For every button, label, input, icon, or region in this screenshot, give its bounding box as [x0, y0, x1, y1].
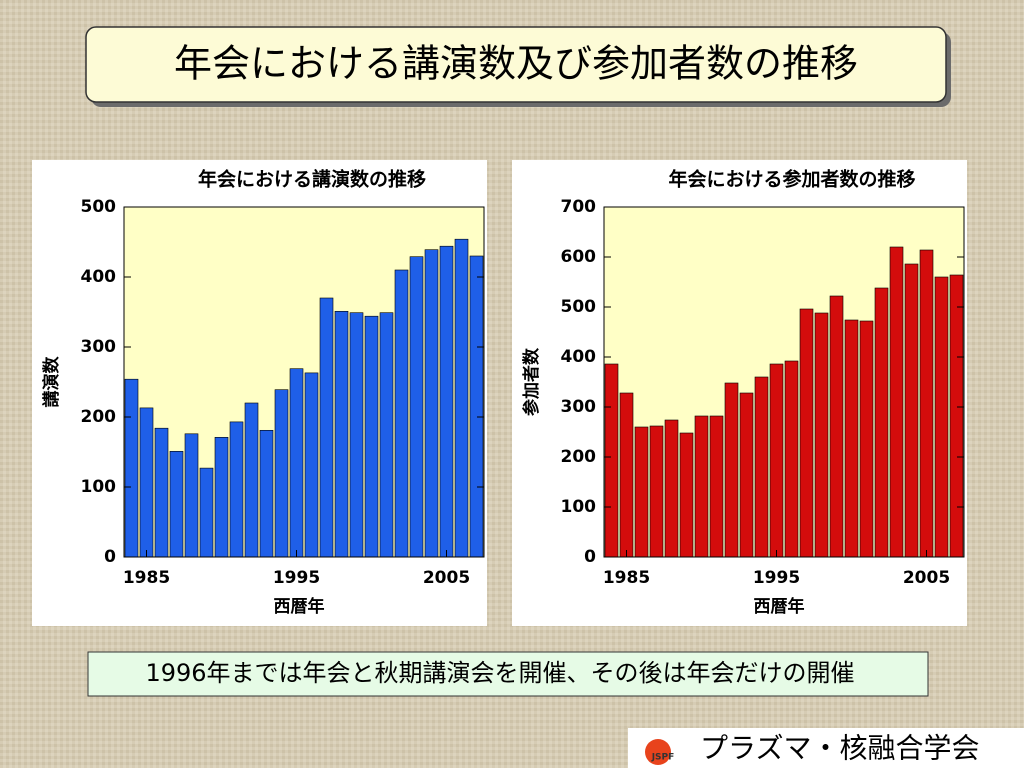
y-tick-label: 400: [561, 347, 597, 367]
bar: [844, 319, 859, 558]
plot-area: [124, 207, 484, 557]
bar: [664, 419, 679, 558]
bar: [124, 378, 139, 558]
bar: [229, 421, 244, 558]
y-tick-label: 300: [561, 397, 597, 417]
bar: [469, 255, 484, 558]
bar: [949, 274, 964, 558]
x-tick-label: 1985: [603, 568, 650, 588]
y-tick-label: 200: [561, 447, 597, 467]
bar: [769, 363, 784, 558]
x-axis-label: 西暦年: [274, 596, 325, 617]
bar: [814, 312, 829, 558]
bar: [274, 389, 289, 558]
chart-title: 年会における講演数の推移: [198, 168, 426, 191]
bar: [289, 368, 304, 558]
bar: [304, 372, 319, 558]
bar: [169, 450, 184, 558]
bar: [709, 415, 724, 558]
bar: [784, 360, 799, 558]
bar: [889, 246, 904, 558]
bar: [319, 297, 334, 558]
x-tick-label: 1985: [123, 568, 170, 588]
bar: [604, 363, 619, 558]
note: 1996年までは年会と秋期講演会を開催、その後は年会だけの開催: [145, 659, 854, 687]
bar: [199, 467, 214, 558]
bar: [649, 425, 664, 558]
bar: [934, 276, 949, 558]
y-axis-label: 講演数: [41, 356, 62, 408]
logo-mark: [645, 739, 671, 765]
bar: [859, 320, 874, 558]
chart-title: 年会における参加者数の推移: [668, 168, 915, 191]
bar: [394, 269, 409, 558]
footer-text: プラズマ・核融合学会: [700, 732, 979, 765]
y-tick-label: 100: [561, 497, 597, 517]
bar: [619, 392, 634, 558]
bar: [349, 312, 364, 558]
title-box: [85, 26, 947, 103]
bar: [754, 376, 769, 558]
y-tick-label: 100: [81, 477, 117, 497]
slide-title: 年会における講演数及び参加者数の推移: [174, 42, 858, 86]
x-tick-label: 2005: [903, 568, 950, 588]
bar: [829, 295, 844, 558]
bar: [874, 287, 889, 558]
bar: [379, 312, 394, 558]
x-tick-label: 1995: [753, 568, 800, 588]
charts: 0 100 200 300 400 500 1985 1995 2005 年会における講演数の推移…: [41, 168, 965, 617]
bar: [364, 315, 379, 558]
y-tick-label: 500: [81, 197, 117, 217]
logo-text: JSPF: [651, 753, 675, 763]
y-tick-label: 300: [81, 337, 117, 357]
y-tick-label: 500: [561, 297, 597, 317]
y-tick-label: 0: [584, 547, 596, 567]
bar: [259, 429, 274, 558]
bar: [214, 436, 229, 558]
y-tick-label: 400: [81, 267, 117, 287]
plot-frame: [603, 206, 965, 558]
bar: [724, 382, 739, 558]
x-axis-label: 西暦年: [754, 596, 805, 617]
bar: [454, 238, 469, 558]
bar: [799, 308, 814, 558]
bar: [424, 249, 439, 558]
bar: [334, 310, 349, 558]
note-box: [87, 651, 929, 697]
x-tick-label: 1995: [273, 568, 320, 588]
bar: [244, 402, 259, 558]
y-tick-label: 0: [104, 547, 116, 567]
bar: [679, 432, 694, 558]
x-tick-label: 2005: [423, 568, 470, 588]
y-axis-label: 参加者数: [521, 347, 542, 416]
bar: [739, 392, 754, 558]
bar: [409, 256, 424, 558]
plot-area: [604, 207, 964, 557]
bar: [904, 263, 919, 558]
bar: [919, 249, 934, 558]
footer-band: [628, 728, 1024, 768]
bar: [154, 427, 169, 558]
bar: [139, 407, 154, 558]
plot-frame: [123, 206, 485, 558]
bar: [184, 433, 199, 558]
y-tick-label: 600: [561, 247, 597, 267]
y-tick-label: 200: [81, 407, 117, 427]
y-tick-label: 700: [561, 197, 597, 217]
bar: [694, 415, 709, 558]
bar: [439, 245, 454, 558]
bar: [634, 426, 649, 558]
